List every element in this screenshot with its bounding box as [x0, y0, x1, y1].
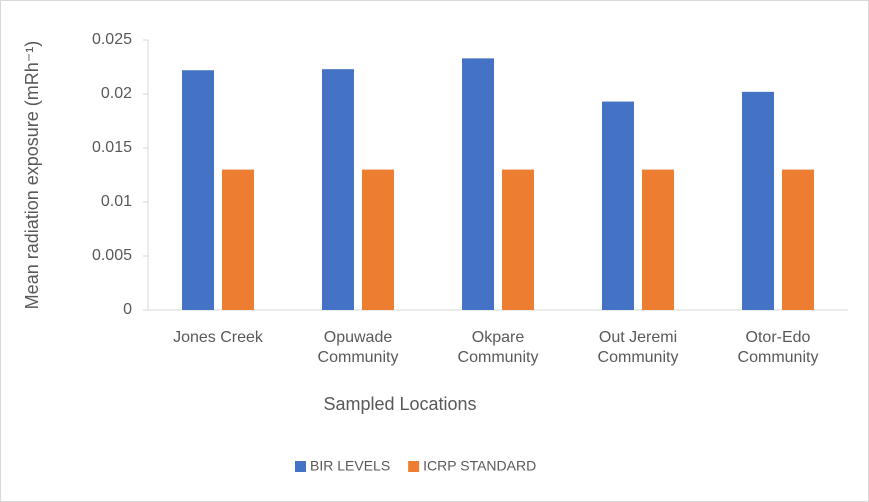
x-tick-label: Out Jeremi Community — [597, 329, 679, 366]
legend-label: ICRP STANDARD — [423, 458, 536, 474]
bar — [362, 169, 394, 310]
bar — [782, 169, 814, 310]
y-tick-label: 0.015 — [92, 139, 132, 156]
bar — [462, 58, 494, 310]
legend-label: BIR LEVELS — [310, 458, 390, 474]
bar — [502, 169, 534, 310]
y-tick-label: 0.01 — [101, 193, 132, 210]
x-axis-label: Sampled Locations — [323, 394, 476, 414]
bar — [642, 169, 674, 310]
legend-swatch — [295, 461, 306, 472]
y-axis-label: Mean radiation exposure (mRh⁻¹) — [22, 41, 42, 310]
legend-swatch — [408, 461, 420, 472]
y-tick-label: 0.005 — [92, 247, 132, 264]
y-tick-label: 0.02 — [101, 85, 132, 102]
y-tick-label: 0 — [123, 301, 132, 318]
x-tick-label: Jones Creek — [173, 329, 263, 346]
bar — [222, 169, 254, 310]
y-tick-label: 0.025 — [92, 31, 132, 48]
bar — [602, 101, 634, 310]
x-tick-label: Opuwade Community — [317, 329, 399, 366]
x-tick-label: Otor-Edo Community — [737, 329, 819, 366]
x-tick-label: Okpare Community — [457, 329, 539, 366]
bar — [322, 69, 354, 310]
bar — [742, 91, 774, 310]
bar — [182, 70, 214, 311]
